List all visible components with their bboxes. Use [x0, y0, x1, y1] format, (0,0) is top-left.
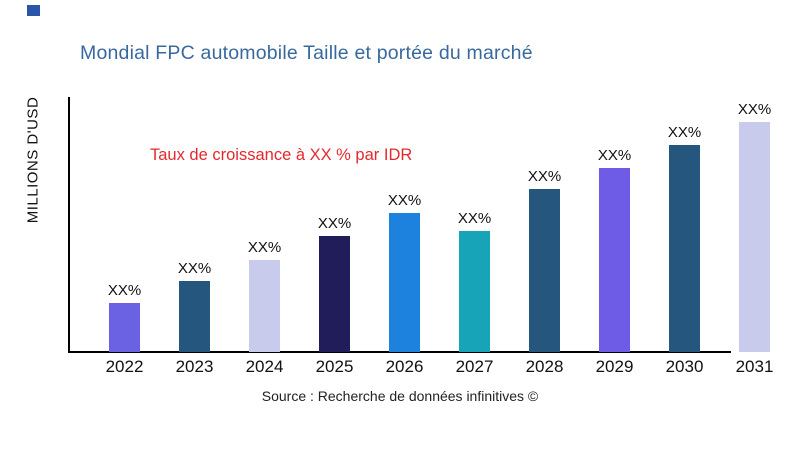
y-axis-line [68, 97, 70, 353]
x-tick-label-2025: 2025 [315, 357, 354, 376]
x-tick-label-2030: 2030 [665, 357, 704, 376]
growth-rate-annotation: Taux de croissance à XX % par IDR [150, 146, 413, 164]
bar-2031 [739, 122, 770, 352]
x-tick-label-2022: 2022 [105, 357, 144, 376]
bar-value-label-2028: XX% [527, 168, 562, 185]
bar-2022 [109, 303, 140, 352]
source-attribution: Source : Recherche de données infinitive… [261, 388, 539, 404]
bar-value-label-2022: XX% [107, 282, 142, 299]
bar-2026 [389, 213, 420, 352]
x-tick-label-2029: 2029 [595, 357, 634, 376]
bar-2028 [529, 189, 560, 352]
x-tick-label-2026: 2026 [385, 357, 424, 376]
chart-title: Mondial FPC automobile Taille et portée … [80, 42, 533, 64]
bar-2025 [319, 236, 350, 352]
x-tick-label-2028: 2028 [525, 357, 564, 376]
bar-2024 [249, 260, 280, 352]
bar-value-label-2027: XX% [457, 210, 492, 227]
bar-value-label-2031: XX% [737, 101, 772, 118]
bar-2029 [599, 168, 630, 352]
bar-value-label-2026: XX% [387, 192, 422, 209]
x-tick-label-2027: 2027 [455, 357, 494, 376]
bar-value-label-2023: XX% [177, 260, 212, 277]
x-tick-label-2024: 2024 [245, 357, 284, 376]
x-tick-label-2023: 2023 [175, 357, 214, 376]
bar-value-label-2024: XX% [247, 239, 282, 256]
bar-2023 [179, 281, 210, 352]
brand-logo-square [27, 5, 40, 16]
y-axis-label: MILLIONS D'USD [24, 96, 42, 224]
bar-2027 [459, 231, 490, 352]
bar-value-label-2029: XX% [597, 147, 632, 164]
bar-value-label-2030: XX% [667, 124, 702, 141]
bar-value-label-2025: XX% [317, 215, 352, 232]
bar-2030 [669, 145, 700, 352]
x-tick-label-2031: 2031 [735, 357, 774, 376]
x-axis-line [68, 351, 731, 353]
